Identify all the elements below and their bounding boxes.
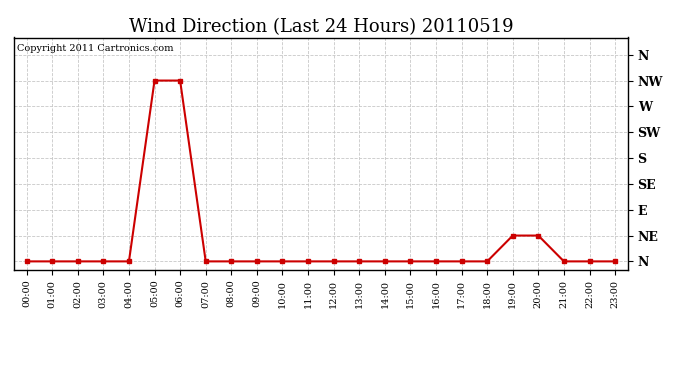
Title: Wind Direction (Last 24 Hours) 20110519: Wind Direction (Last 24 Hours) 20110519 [128, 18, 513, 36]
Text: Copyright 2011 Cartronics.com: Copyright 2011 Cartronics.com [17, 45, 173, 54]
